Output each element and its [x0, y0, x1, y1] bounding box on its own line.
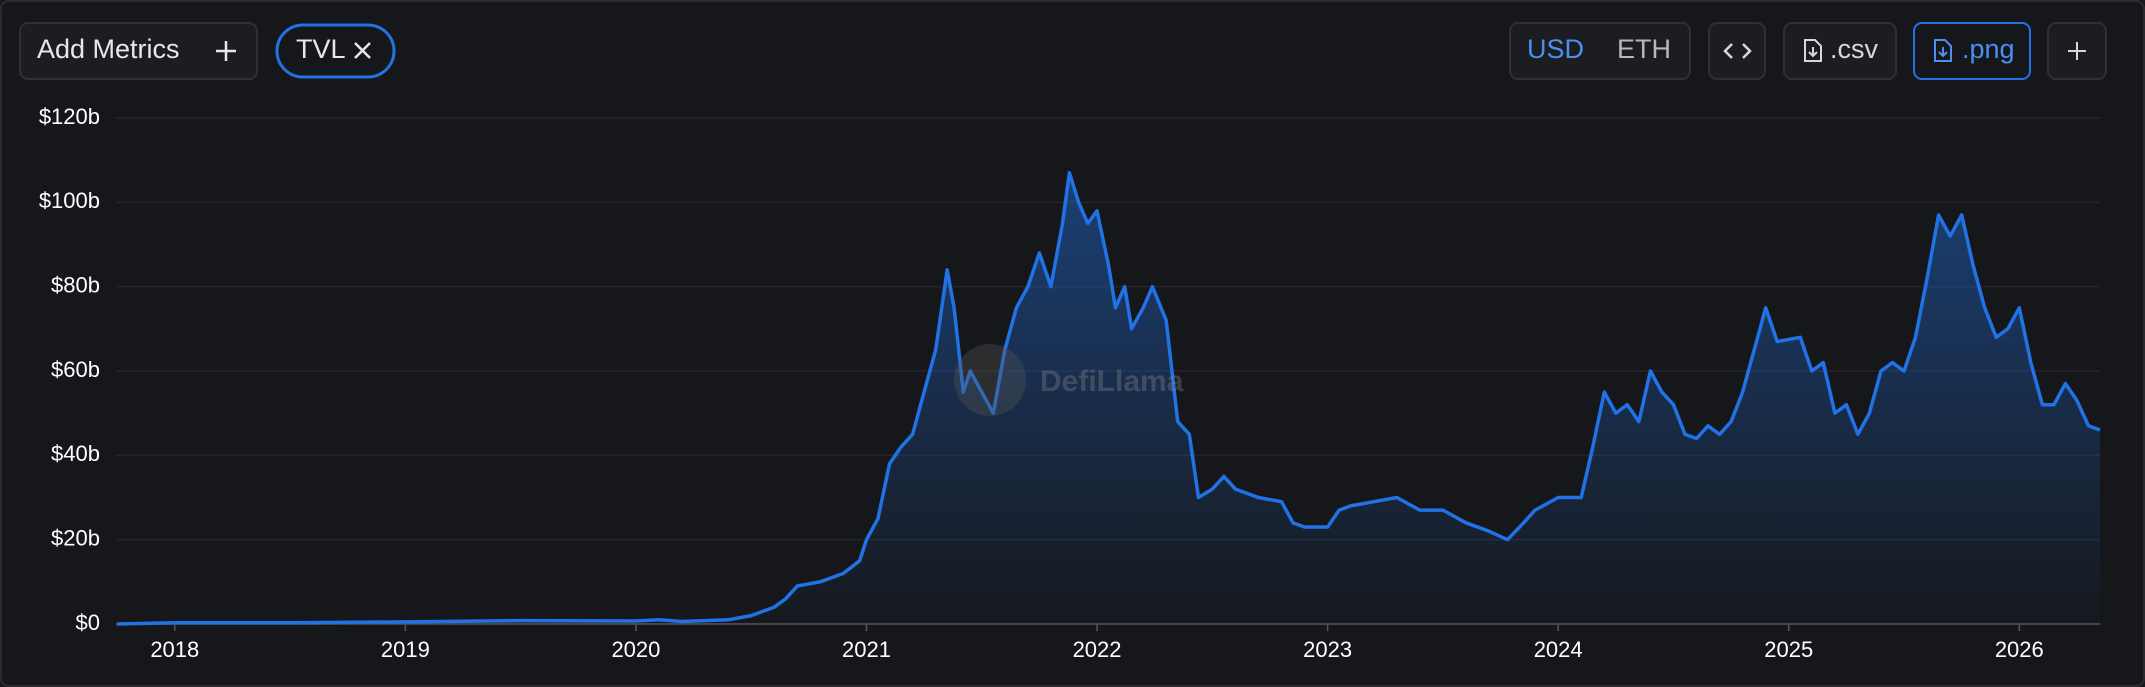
tvl-line [117, 171, 2101, 626]
x-tick-label: 2022 [1073, 637, 1122, 662]
toolbar: Add Metrics TVL USD ETH .csv .png [19, 22, 2107, 80]
code-icon [1723, 43, 1752, 59]
close-icon[interactable] [354, 42, 371, 59]
plus-icon [2068, 42, 2086, 60]
y-tick-label: $80b [51, 272, 100, 297]
x-tick-label: 2023 [1303, 637, 1352, 662]
csv-label: .csv [1830, 34, 1879, 64]
embed-button[interactable] [1708, 22, 1766, 80]
png-button[interactable] [1913, 22, 2031, 80]
marks [117, 171, 2101, 626]
x-tick-label: 2018 [150, 637, 199, 662]
y-tick-label: $0 [76, 610, 100, 635]
x-tick-label: 2026 [1995, 637, 2044, 662]
y-tick-label: $100b [39, 188, 100, 213]
usd-option[interactable]: USD [1527, 34, 1584, 64]
eth-option[interactable]: ETH [1617, 34, 1671, 64]
x-tick-label: 2025 [1764, 637, 1813, 662]
labels: $0 $20b $40b $60b $80b $100b $120b 2018 2019 2020… [39, 104, 2044, 662]
plus-icon [216, 41, 236, 61]
tvl-pill[interactable] [275, 23, 396, 79]
x-tick-label: 2021 [842, 637, 891, 662]
y-tick-label: $20b [51, 525, 100, 550]
y-tick-label: $60b [51, 357, 100, 382]
watermark: DefiLlama [954, 344, 1184, 416]
watermark-text: DefiLlama [1040, 365, 1184, 398]
csv-icon [1804, 39, 1822, 62]
add-metrics-label: Add Metrics [37, 34, 180, 64]
x-tick-label: 2019 [381, 637, 430, 662]
y-tick-label: $120b [39, 104, 100, 129]
tvl-label: TVL [296, 34, 346, 64]
area-fill [117, 172, 2100, 625]
y-tick-label: $40b [51, 441, 100, 466]
csv-button[interactable] [1783, 22, 1897, 80]
watermark-logo [954, 344, 1026, 416]
currency-toggle [1509, 22, 1691, 80]
png-icon [1934, 39, 1952, 62]
png-label: .png [1962, 34, 2015, 64]
x-tick-label: 2024 [1534, 637, 1583, 662]
add-metrics-button[interactable] [19, 22, 258, 80]
x-tick-label: 2020 [611, 637, 660, 662]
